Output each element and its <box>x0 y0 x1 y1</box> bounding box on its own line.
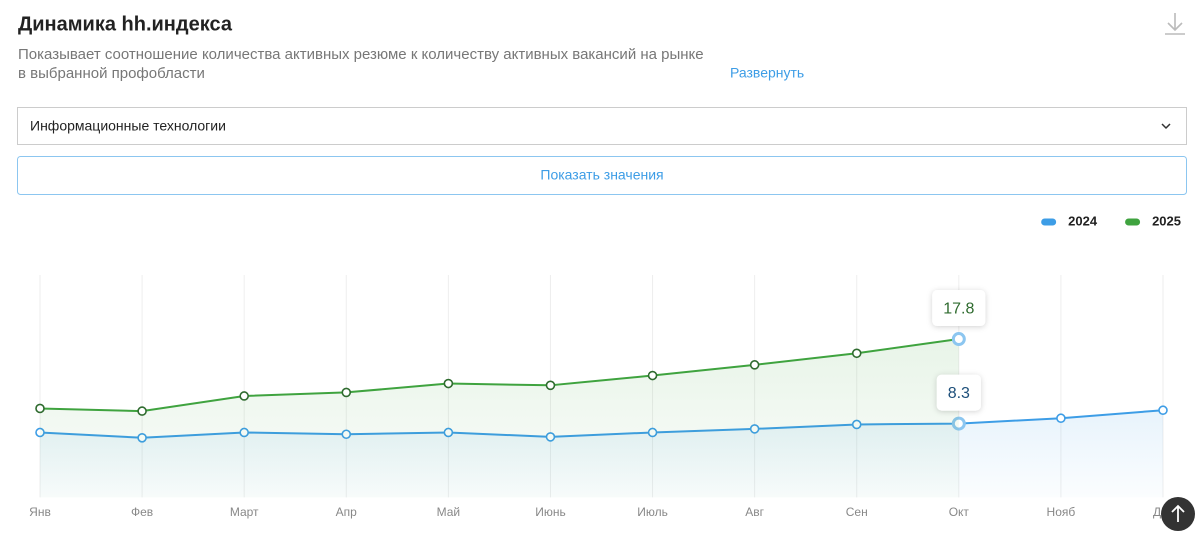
legend-label: 2025 <box>1152 213 1181 228</box>
point <box>443 378 454 389</box>
point <box>239 391 249 401</box>
x-tick-label: Авг <box>745 505 764 519</box>
x-tick-label: Янв <box>29 505 51 519</box>
subtitle: Показывает соотношение количества активн… <box>18 46 704 63</box>
legend-label: 2024 <box>1068 213 1098 228</box>
x-tick-label: Сен <box>846 505 868 519</box>
x-tick-label: Фев <box>131 505 153 519</box>
x-tick-label: Май <box>437 505 461 519</box>
tooltip: 17.8 <box>932 290 986 327</box>
point <box>35 403 45 414</box>
point <box>749 360 760 370</box>
title: Динамика hh.индекса <box>18 13 233 35</box>
scroll-top-button[interactable] <box>1161 497 1195 531</box>
tooltip-value: 8.3 <box>948 385 970 402</box>
tooltip: 8.3 <box>936 374 981 411</box>
dropdown[interactable] <box>17 107 1187 145</box>
x-tick-label: Апр <box>336 505 358 519</box>
dropdown-value: Информационные технологии <box>30 118 226 134</box>
download-icon[interactable] <box>1165 13 1185 35</box>
point <box>951 332 966 347</box>
point <box>1158 405 1168 416</box>
point <box>137 406 147 416</box>
point <box>1056 413 1066 424</box>
tooltip-box <box>936 374 981 411</box>
x-tick-label: Июнь <box>535 505 566 519</box>
subtitle: в выбранной профобласти <box>18 65 205 82</box>
button-label: Показать значения <box>540 167 663 183</box>
point <box>851 348 862 359</box>
x-tick-label: Окт <box>949 505 970 519</box>
legend-swatch <box>1125 218 1141 226</box>
point <box>647 370 658 381</box>
point <box>341 387 352 398</box>
area <box>40 339 959 498</box>
point <box>545 380 556 391</box>
expand-link[interactable]: Развернуть <box>730 65 804 81</box>
tooltip-box <box>932 290 986 327</box>
chart: 2025 2024 Янв Фев Март Апр Май Июнь Июль Авг Сен Ок… <box>29 213 1181 519</box>
x-tick-label: Март <box>230 505 259 519</box>
show-values-button[interactable] <box>17 156 1187 195</box>
line <box>39 338 959 413</box>
chevron <box>1161 123 1171 130</box>
x-tick-label: Июль <box>637 505 668 519</box>
x-tick-label: Нояб <box>1047 505 1076 519</box>
tooltip-value: 17.8 <box>943 300 974 317</box>
legend-swatch <box>1041 218 1057 226</box>
